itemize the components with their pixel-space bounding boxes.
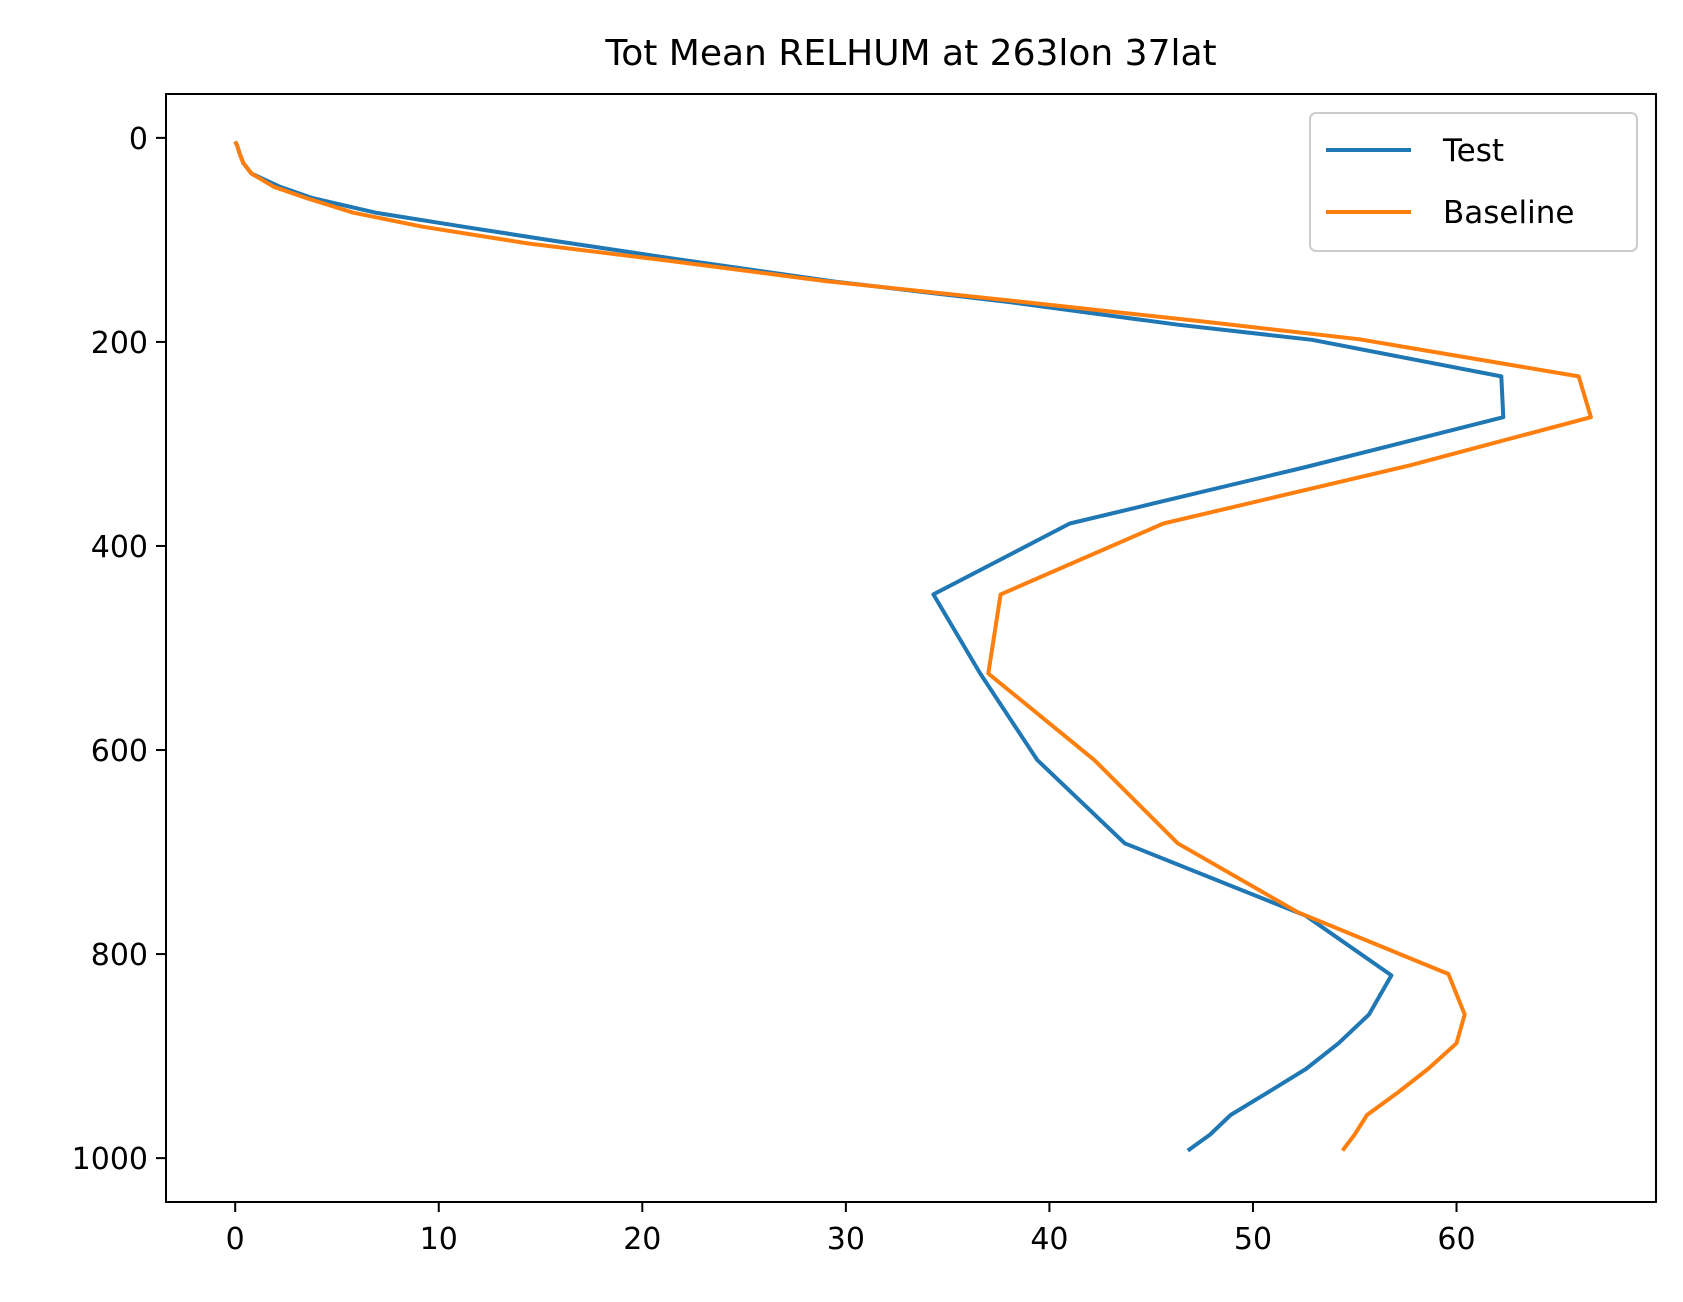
legend-label-baseline: Baseline xyxy=(1443,195,1574,231)
x-tick-label: 30 xyxy=(827,1222,865,1257)
x-tick-label: 10 xyxy=(420,1222,458,1257)
x-tick-label: 50 xyxy=(1234,1222,1272,1257)
plot-frame xyxy=(165,93,1657,1203)
x-axis: 0 10 20 30 40 50 60 xyxy=(226,1202,1476,1257)
x-tick-label: 60 xyxy=(1437,1222,1475,1257)
legend: Test Baseline xyxy=(1309,112,1638,252)
x-tick-label: 0 xyxy=(226,1222,245,1257)
series-line-baseline xyxy=(233,140,1593,1152)
y-tick-label: 1000 xyxy=(72,1142,148,1177)
y-tick-label: 200 xyxy=(91,326,148,361)
x-tick-label: 40 xyxy=(1030,1222,1068,1257)
legend-box xyxy=(1309,112,1638,252)
y-axis: 0 200 400 600 800 1000 xyxy=(72,122,166,1177)
chart-title: Tot Mean RELHUM at 263lon 37lat xyxy=(604,33,1216,74)
y-tick-label: 400 xyxy=(91,530,148,565)
legend-label-test: Test xyxy=(1442,133,1504,169)
y-tick-label: 600 xyxy=(91,734,148,769)
y-tick-label: 800 xyxy=(91,938,148,973)
x-tick-label: 20 xyxy=(623,1222,661,1257)
y-tick-label: 0 xyxy=(129,122,148,157)
